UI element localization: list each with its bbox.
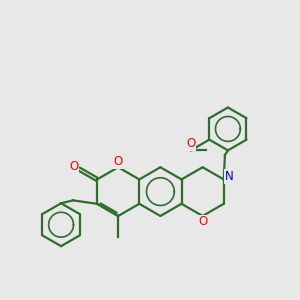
Text: N: N: [224, 170, 233, 183]
Text: O: O: [198, 215, 207, 228]
Text: O: O: [114, 155, 123, 168]
Text: O: O: [69, 160, 79, 172]
Text: O: O: [186, 137, 195, 150]
